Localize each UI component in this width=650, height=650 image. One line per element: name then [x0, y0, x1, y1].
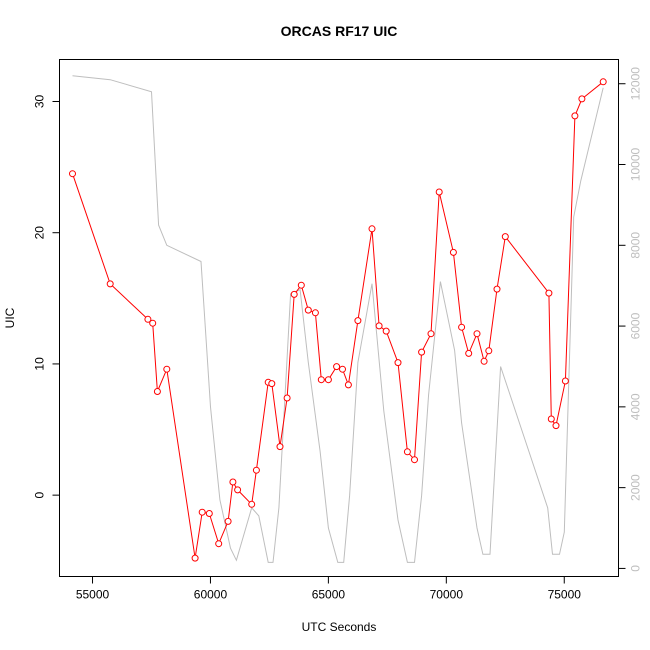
x-tick-label: 75000: [548, 588, 582, 602]
uic-point: [427, 330, 435, 338]
uic-point: [599, 78, 607, 86]
uic-point: [248, 500, 256, 508]
uic-point: [485, 347, 493, 355]
uic-point: [571, 112, 579, 120]
y-tick-label: 10: [33, 357, 47, 371]
uic-point: [411, 456, 418, 464]
uic-point: [552, 422, 560, 430]
uic-point: [368, 225, 376, 233]
uic-point: [144, 315, 152, 323]
uic-point: [458, 323, 466, 331]
y-tick-label: 20: [33, 226, 47, 240]
uic-point: [394, 359, 402, 367]
y2-tick-label: 12000: [629, 67, 643, 101]
uic-point: [198, 508, 206, 516]
uic-point: [501, 233, 509, 241]
uic-point: [311, 309, 319, 317]
y-axis-left: 0 10 20 30: [33, 94, 60, 498]
y2-tick-label: 8000: [629, 232, 643, 259]
series-layer: [69, 75, 607, 563]
y-tick-label: 0: [33, 491, 47, 498]
uic-point: [229, 478, 237, 486]
y2-tick-label: 4000: [629, 393, 643, 420]
x-tick-label: 65000: [312, 588, 346, 602]
uic-point: [106, 280, 114, 288]
uic-point: [224, 517, 232, 525]
uic-point: [339, 365, 346, 373]
y-axis-label: UIC: [3, 307, 17, 328]
chart-title: ORCAS RF17 UIC: [281, 23, 398, 39]
uic-point: [234, 486, 242, 494]
uic-point: [545, 289, 553, 297]
uic-point: [333, 363, 341, 371]
uic-point: [317, 376, 325, 384]
uic-point: [493, 285, 501, 293]
uic-point: [324, 376, 332, 384]
uic-point: [578, 95, 586, 103]
y2-tick-label: 10000: [629, 148, 643, 182]
y2-tick-label: 6000: [629, 312, 643, 339]
uic-point: [480, 357, 488, 365]
uic-point: [465, 349, 473, 357]
uic-point: [304, 306, 312, 314]
uic-point: [418, 348, 426, 356]
uic-point: [435, 188, 443, 196]
x-tick-label: 55000: [76, 588, 110, 602]
uic-point: [344, 381, 352, 389]
uic-point: [252, 466, 260, 474]
altitude-series-line: [72, 75, 604, 563]
uic-point: [283, 394, 291, 402]
uic-point: [215, 540, 223, 548]
uic-point: [547, 415, 555, 423]
uic-point: [403, 448, 411, 456]
x-axis-label: UTC Seconds: [302, 620, 377, 634]
x-tick-label: 70000: [430, 588, 464, 602]
uic-point: [69, 170, 76, 178]
uic-point: [153, 388, 161, 395]
uic-point: [268, 380, 276, 388]
uic-point: [382, 327, 390, 335]
uic-point: [205, 510, 213, 517]
uic-point: [297, 281, 305, 289]
x-axis: 55000 60000 65000 70000 75000: [76, 576, 582, 602]
uic-point: [473, 330, 481, 338]
uic-point: [191, 554, 199, 562]
plot-frame: [59, 59, 619, 577]
y-axis-right: 0 2000 4000 6000 8000 10000 12000: [618, 67, 643, 572]
uic-point: [354, 317, 362, 325]
uic-point: [290, 290, 298, 298]
uic-point: [163, 365, 171, 373]
y2-tick-label: 2000: [629, 474, 643, 501]
y2-tick-label: 0: [629, 565, 643, 572]
y-tick-label: 30: [33, 94, 47, 108]
uic-point: [561, 377, 569, 385]
uic-point: [375, 322, 383, 330]
uic-point: [276, 443, 284, 451]
uic-point: [149, 319, 157, 327]
uic-point: [449, 248, 457, 256]
x-tick-label: 60000: [194, 588, 228, 602]
